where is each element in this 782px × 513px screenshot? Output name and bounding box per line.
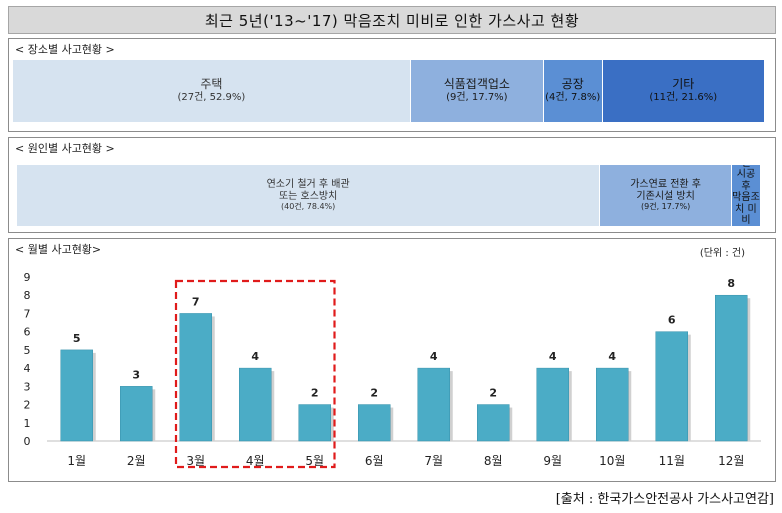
place-segment-detail: (9건, 17.7%): [446, 92, 508, 104]
place-segment-label: 식품접객업소: [443, 77, 510, 92]
source-note: [출처 : 한국가스안전공사 가스사고연감]: [555, 492, 774, 507]
bar-value-label: 4: [549, 350, 557, 363]
cause-segment-label: 가스시설: [732, 165, 760, 169]
cause-segment-label: 시공 후: [736, 169, 756, 192]
cause-segment-label: 기존시설 방치: [636, 190, 695, 202]
place-stacked-bar: 주택 (27건, 52.9%) 식품접객업소 (9건, 17.7%) 공장 (4건, 7.…: [13, 60, 765, 122]
cause-segment-detail: (40건, 78.4%): [280, 202, 336, 212]
monthly-bar-chart: 0 1 2 3 4 5 6 7 8 9 5 1월 3 2월 7 3월 4 4월 2 5월 2 6월 4 7월 2 8월 4 9월 4 10…: [24, 271, 761, 469]
cause-segment-label: 연소기 철거 후 배관: [266, 179, 350, 191]
y-tick-label: 3: [24, 380, 31, 393]
bar: [596, 367, 629, 442]
cause-segment-label: 막음조치 미비: [732, 192, 760, 226]
bar-value-label: 4: [608, 350, 616, 363]
month-panel-label: < 월별 사고현황>: [15, 243, 102, 256]
y-tick-label: 0: [24, 435, 31, 448]
y-tick-label: 1: [24, 417, 31, 430]
place-segment-detail: (4건, 7.8%): [545, 92, 601, 104]
unit-label: (단위 : 건): [699, 248, 745, 259]
bar: [358, 404, 391, 442]
cause-panel: < 원인별 사고현황 > 연소기 철거 후 배관 또는 호스방치 (40건, 78.…: [8, 137, 776, 233]
x-tick-label: 2월: [127, 454, 146, 468]
x-tick-label: 3월: [186, 454, 205, 468]
place-segment-3: 공장 (4건, 7.8%): [543, 60, 603, 122]
highlight-box: [174, 279, 336, 469]
bar-value-label: 2: [489, 387, 497, 400]
x-tick-label: 12월: [718, 454, 744, 468]
x-tick-label: 5월: [305, 454, 324, 468]
x-tick-label: 9월: [543, 454, 562, 468]
place-segment-2: 식품접객업소 (9건, 17.7%): [410, 60, 544, 122]
bar: [417, 367, 450, 442]
place-segment-4: 기타 (11건, 21.6%): [602, 60, 765, 122]
place-panel-label: < 장소별 사고현황 >: [15, 43, 115, 56]
x-tick-label: 7월: [424, 454, 443, 468]
bar-value-label: 8: [727, 277, 735, 290]
bar: [655, 331, 688, 442]
month-panel: < 월별 사고현황> (단위 : 건) 0 1 2 3 4 5 6 7 8 9 5 1월 3 2월 7 3월 4…: [8, 238, 776, 482]
cause-segment-detail: (9건, 17.7%): [641, 202, 691, 212]
bar-value-label: 2: [370, 387, 378, 400]
place-segment-label: 공장: [561, 77, 584, 92]
y-tick-label: 6: [24, 326, 31, 339]
y-tick-label: 7: [24, 307, 31, 320]
bar: [179, 313, 212, 442]
page-title: 최근 5년('13~'17) 막음조치 미비로 인한 가스사고 현황: [8, 6, 776, 34]
place-segment-detail: (27건, 52.9%): [177, 92, 246, 104]
bar: [298, 404, 331, 442]
place-segment-1: 주택 (27건, 52.9%): [13, 60, 411, 122]
cause-segment-label: 또는 호스방치: [278, 190, 338, 202]
x-tick-label: 1월: [67, 454, 86, 468]
bar-value-label: 4: [251, 350, 259, 363]
x-tick-label: 10월: [599, 454, 625, 468]
bar: [60, 349, 93, 442]
bar: [536, 367, 569, 442]
place-segment-label: 기타: [672, 77, 695, 92]
cause-segment-1: 연소기 철거 후 배관 또는 호스방치 (40건, 78.4%): [17, 165, 601, 226]
bar: [715, 294, 748, 442]
bar-value-label: 7: [192, 295, 200, 308]
y-tick-label: 5: [24, 344, 31, 357]
bar: [239, 367, 272, 442]
cause-segment-2: 가스연료 전환 후 기존시설 방치 (9건, 17.7%): [600, 165, 732, 226]
bar: [120, 386, 153, 442]
place-segment-label: 주택: [200, 77, 223, 92]
y-tick-label: 2: [24, 399, 31, 412]
y-tick-label: 8: [24, 289, 31, 302]
place-segment-detail: (11건, 21.6%): [649, 92, 718, 104]
bar-value-label: 4: [430, 350, 438, 363]
cause-segment-label: 가스연료 전환 후: [630, 179, 701, 191]
bar-value-label: 5: [73, 332, 81, 345]
y-tick-label: 4: [24, 362, 31, 375]
bar-value-label: 3: [132, 368, 140, 381]
bar-value-label: 2: [311, 387, 319, 400]
bar-value-label: 6: [668, 314, 676, 327]
x-tick-label: 6월: [365, 454, 384, 468]
place-panel: < 장소별 사고현황 > 주택 (27건, 52.9%) 식품접객업소 (9건, 17…: [8, 38, 776, 132]
x-tick-label: 11월: [659, 454, 685, 468]
bar: [477, 404, 510, 442]
cause-panel-label: < 원인별 사고현황 >: [15, 142, 115, 155]
y-tick-label: 9: [24, 271, 31, 284]
x-tick-label: 4월: [246, 454, 265, 468]
x-tick-label: 8월: [484, 454, 503, 468]
